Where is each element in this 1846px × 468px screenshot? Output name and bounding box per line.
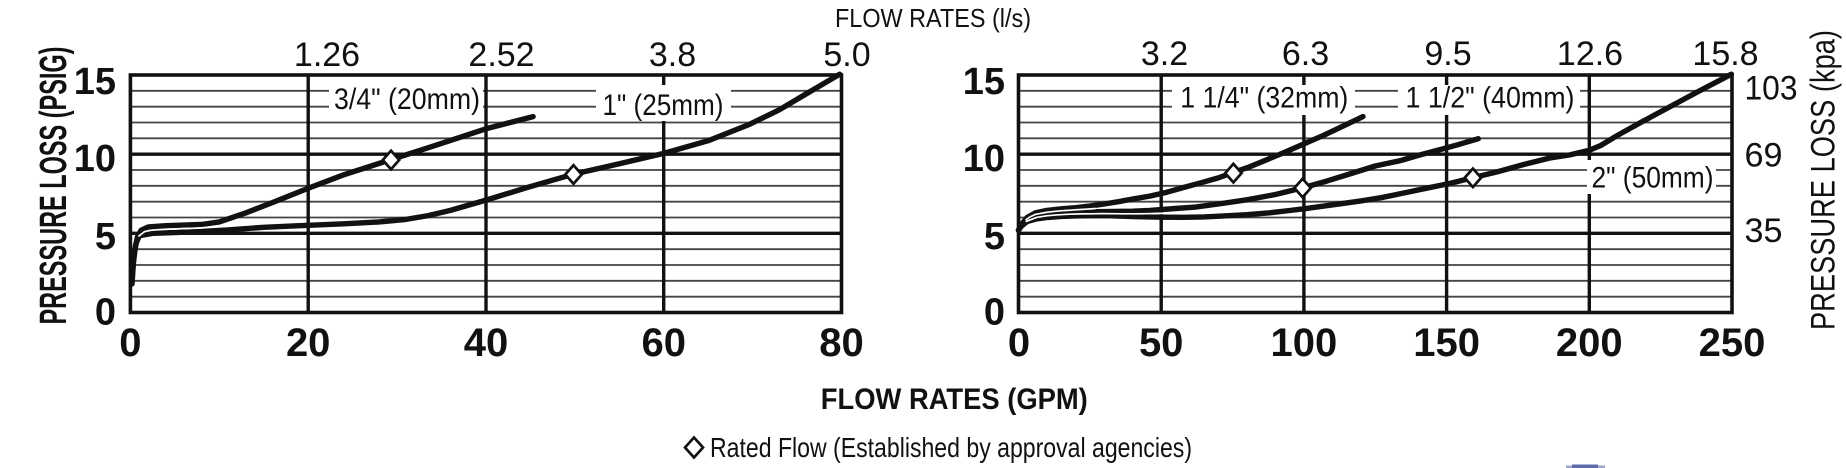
svg-text:PRESSURE LOSS (kpa): PRESSURE LOSS (kpa) [1805, 30, 1843, 330]
svg-text:5.0: 5.0 [823, 36, 870, 74]
svg-text:1" (25mm): 1" (25mm) [603, 89, 724, 122]
svg-text:80: 80 [819, 321, 864, 365]
svg-text:PRESSURE LOSS (PSIG): PRESSURE LOSS (PSIG) [33, 47, 75, 325]
svg-text:40: 40 [464, 321, 509, 365]
svg-text:9.5: 9.5 [1424, 35, 1471, 73]
svg-text:3.2: 3.2 [1141, 35, 1188, 73]
svg-text:10: 10 [74, 138, 116, 180]
svg-text:10: 10 [963, 138, 1005, 180]
svg-text:1 1/2" (40mm): 1 1/2" (40mm) [1406, 82, 1575, 115]
svg-text:15: 15 [74, 61, 116, 103]
svg-text:100: 100 [1271, 321, 1338, 365]
svg-text:3/4" (20mm): 3/4" (20mm) [334, 83, 480, 116]
svg-text:12.6: 12.6 [1557, 35, 1623, 73]
svg-text:60: 60 [642, 321, 687, 365]
svg-text:0: 0 [95, 292, 116, 334]
svg-text:69: 69 [1745, 137, 1783, 175]
svg-text:5: 5 [984, 216, 1005, 258]
svg-text:FLOW RATES (GPM): FLOW RATES (GPM) [821, 383, 1088, 416]
svg-text:20: 20 [286, 321, 331, 365]
svg-text:150: 150 [1413, 321, 1480, 365]
svg-text:2" (50mm): 2" (50mm) [1592, 162, 1714, 195]
svg-text:35: 35 [1745, 212, 1783, 250]
svg-text:5: 5 [95, 216, 116, 258]
svg-text:103: 103 [1745, 70, 1798, 108]
svg-text:15: 15 [963, 61, 1005, 103]
svg-text:Rated Flow (Established by app: Rated Flow (Established by approval agen… [710, 432, 1192, 463]
svg-text:FLOW RATES (l/s): FLOW RATES (l/s) [835, 3, 1031, 33]
svg-text:1 1/4" (32mm): 1 1/4" (32mm) [1180, 82, 1348, 115]
svg-text:6.3: 6.3 [1282, 35, 1329, 73]
svg-text:2.52: 2.52 [468, 36, 534, 74]
svg-text:3.8: 3.8 [649, 36, 696, 74]
svg-text:0: 0 [984, 292, 1005, 334]
svg-text:250: 250 [1699, 321, 1766, 365]
svg-text:15.8: 15.8 [1692, 35, 1758, 73]
svg-text:200: 200 [1556, 321, 1623, 365]
svg-text:0: 0 [119, 321, 141, 365]
svg-text:1.26: 1.26 [294, 36, 360, 74]
svg-text:0: 0 [1008, 321, 1030, 365]
svg-text:50: 50 [1139, 321, 1184, 365]
